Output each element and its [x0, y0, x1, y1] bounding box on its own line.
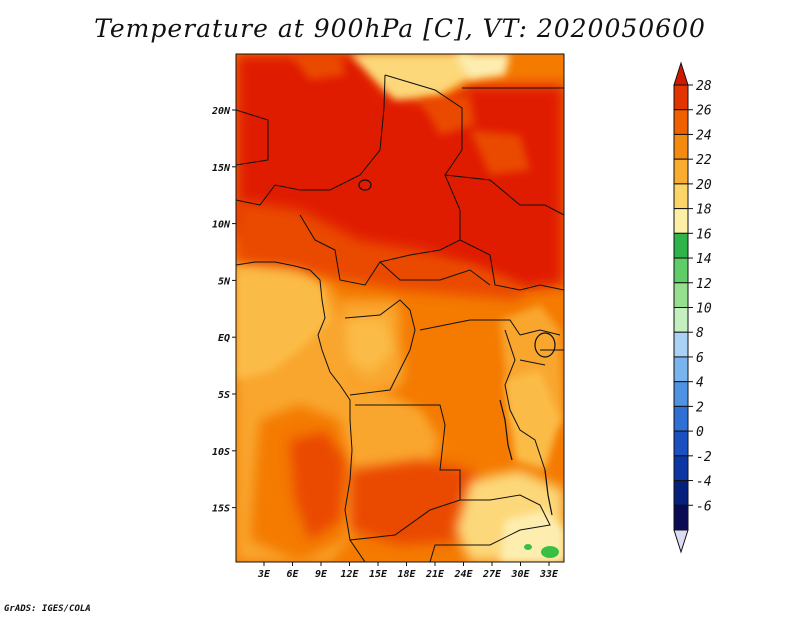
colorbar-bottom-triangle: [673, 529, 689, 554]
border-east: [519, 329, 564, 366]
border-sahel: [236, 74, 386, 206]
lake-tanganyika: [499, 399, 513, 461]
border-angola: [349, 404, 461, 541]
border-lake-region: [504, 329, 546, 471]
northeast-cream-patch: [455, 54, 510, 80]
colorbar-label: -4: [696, 475, 712, 490]
sudan-orange-patch: [470, 130, 530, 175]
colorbar-swatch: [673, 504, 689, 531]
atlantic-deeper-orange: [290, 432, 345, 540]
colorbar-swatch: [673, 84, 689, 111]
temperature-field: [236, 54, 564, 562]
interior-yellow: [345, 318, 395, 375]
colorbar-label: 12: [696, 277, 712, 292]
border-chad: [299, 74, 463, 286]
colorbar-label: 18: [696, 203, 712, 218]
colorbar-top-triangle: [673, 61, 689, 86]
lat-tick-label: 15N: [212, 163, 231, 174]
colorbar-label: 8: [696, 326, 704, 341]
colorbar-label: 28: [696, 79, 712, 94]
coastline-west: [236, 261, 366, 562]
colorbar-swatch: [673, 381, 689, 407]
northwest-orange-patch: [290, 54, 345, 80]
east-highlands-yellow: [505, 370, 560, 470]
lake-chad: [358, 179, 372, 191]
colorbar-label: 16: [696, 227, 712, 242]
lake-malawi: [544, 469, 553, 516]
colorbar-swatch: [673, 356, 689, 383]
latitude-axis: 20N 15N 10N 5N EQ 5S 10S 15S: [211, 106, 236, 515]
colorbar-swatch: [673, 158, 689, 185]
cold-spot-small: [524, 544, 532, 550]
colorbar-swatch: [673, 109, 689, 135]
colorbar-swatch: [673, 208, 689, 234]
colorbar-label: 22: [696, 153, 712, 168]
colorbar-label: 20: [696, 178, 712, 193]
colorbar-swatch: [673, 232, 689, 259]
chart-title: Temperature at 900hPa [C], VT: 202005060…: [94, 14, 706, 43]
colorbar-label: 0: [696, 425, 704, 440]
colorbar-swatch: [673, 282, 689, 308]
border-niger: [236, 109, 269, 166]
north-pale-patch: [350, 54, 475, 100]
lat-tick-label: 20N: [211, 106, 231, 117]
colorbar-swatch: [673, 183, 689, 210]
credit-text: GrADS: IGES/COLA: [4, 604, 91, 614]
lon-tick-label: 3E: [257, 569, 271, 580]
border-zambia: [429, 494, 551, 562]
borders: [236, 74, 564, 562]
border-sudan: [444, 87, 564, 291]
colorbar-swatch: [673, 430, 689, 457]
lon-tick-label: 30E: [510, 569, 530, 580]
coastal-yellow-orange: [236, 262, 330, 380]
colorbar-swatch: [673, 257, 689, 284]
lon-tick-label: 33E: [539, 569, 559, 580]
map-frame: [235, 53, 565, 563]
lat-tick-label: 10S: [212, 447, 230, 458]
colorbar-label: 26: [696, 104, 712, 119]
lon-tick-label: 24E: [453, 569, 473, 580]
lat-tick-label: EQ: [218, 333, 230, 344]
colorbar-swatch: [673, 331, 689, 358]
lon-tick-label: 9E: [315, 569, 328, 580]
lat-tick-label: 5N: [218, 276, 231, 287]
north-central-orange-patch: [420, 95, 475, 135]
colorbar-swatch: [673, 480, 689, 506]
colorbar-label: 2: [696, 400, 704, 415]
border-car: [379, 261, 491, 286]
lon-tick-label: 18E: [397, 569, 416, 580]
colorbar-swatch: [673, 307, 689, 333]
longitude-axis: 3E 6E 9E 12E 15E 18E 21E 24E 27E 30E 33E: [257, 562, 559, 580]
lat-tick-label: 5S: [218, 390, 230, 401]
lake-victoria: [534, 332, 556, 358]
colorbar-swatch: [673, 133, 689, 160]
colorbar-label: 6: [696, 351, 704, 366]
border-congo: [344, 299, 521, 396]
colorbar-label: 24: [696, 128, 712, 143]
cold-spot-large: [541, 546, 559, 558]
colorbar-label: 10: [696, 302, 712, 317]
colorbar-label: 4: [696, 376, 704, 391]
colorbar-swatch: [673, 405, 689, 432]
colorbar-swatch: [673, 455, 689, 482]
sahel-red-orange: [236, 200, 520, 300]
lon-tick-label: 15E: [369, 569, 388, 580]
colorbar-label: -2: [696, 450, 712, 465]
lakes: [358, 179, 556, 516]
lat-tick-label: 10N: [212, 220, 231, 231]
colorbar-label: 14: [696, 252, 712, 267]
lon-tick-label: 12E: [340, 569, 359, 580]
lon-tick-label: 6E: [286, 569, 299, 580]
lat-tick-label: 15S: [212, 504, 230, 515]
colorbar-label: -6: [696, 499, 712, 514]
lon-tick-label: 21E: [425, 569, 445, 580]
lon-tick-label: 27E: [482, 569, 502, 580]
